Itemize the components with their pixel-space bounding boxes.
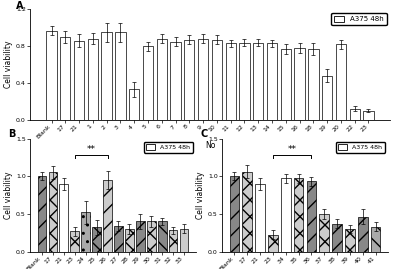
Bar	[129, 89, 139, 120]
Bar	[350, 109, 360, 120]
Y-axis label: Cell viability: Cell viability	[4, 171, 13, 219]
Bar	[336, 44, 346, 120]
Bar	[198, 39, 208, 120]
Bar	[281, 49, 291, 120]
Y-axis label: Cell viability: Cell viability	[196, 171, 205, 219]
Bar	[320, 214, 329, 252]
Bar	[143, 46, 153, 120]
Bar	[114, 226, 123, 252]
Text: **: **	[86, 145, 96, 154]
Bar	[242, 172, 252, 252]
Bar	[88, 39, 98, 120]
Bar	[60, 37, 70, 120]
Bar	[60, 184, 68, 252]
Text: A: A	[16, 1, 23, 10]
Bar	[46, 31, 57, 120]
Text: C: C	[200, 129, 208, 140]
Bar	[125, 229, 134, 252]
Y-axis label: Cell viability: Cell viability	[4, 41, 13, 88]
Bar	[358, 217, 368, 252]
Bar	[322, 76, 332, 120]
Bar	[102, 32, 112, 120]
Bar	[255, 184, 265, 252]
Bar	[267, 43, 277, 120]
Legend: A375 48h: A375 48h	[336, 142, 385, 153]
Bar	[82, 212, 90, 252]
Bar	[103, 180, 112, 252]
Bar	[115, 32, 126, 120]
Bar	[268, 235, 278, 252]
Bar	[294, 178, 303, 252]
Bar	[332, 224, 342, 252]
Bar	[74, 41, 84, 120]
Bar	[157, 39, 167, 120]
Bar	[48, 172, 57, 252]
Bar	[226, 43, 236, 120]
Bar	[136, 221, 144, 252]
Bar	[92, 227, 101, 252]
Bar	[212, 40, 222, 120]
Bar	[239, 43, 250, 120]
Bar	[230, 176, 239, 252]
X-axis label: No: No	[205, 141, 215, 150]
Bar	[371, 227, 380, 252]
Bar	[307, 182, 316, 252]
Legend: A375 48h: A375 48h	[331, 13, 386, 25]
Legend: A375 48h: A375 48h	[144, 142, 193, 153]
Bar	[158, 221, 166, 252]
Bar	[147, 221, 156, 252]
Bar	[253, 43, 263, 120]
Text: B: B	[8, 129, 16, 140]
Bar	[184, 40, 194, 120]
Bar	[169, 231, 178, 252]
Bar	[180, 229, 188, 252]
Bar	[294, 48, 305, 120]
Bar	[38, 176, 46, 252]
Bar	[170, 42, 181, 120]
Bar	[70, 231, 79, 252]
Bar	[308, 49, 318, 120]
Bar	[345, 229, 355, 252]
Text: **: **	[288, 145, 297, 154]
Bar	[363, 111, 374, 120]
Bar	[281, 178, 290, 252]
